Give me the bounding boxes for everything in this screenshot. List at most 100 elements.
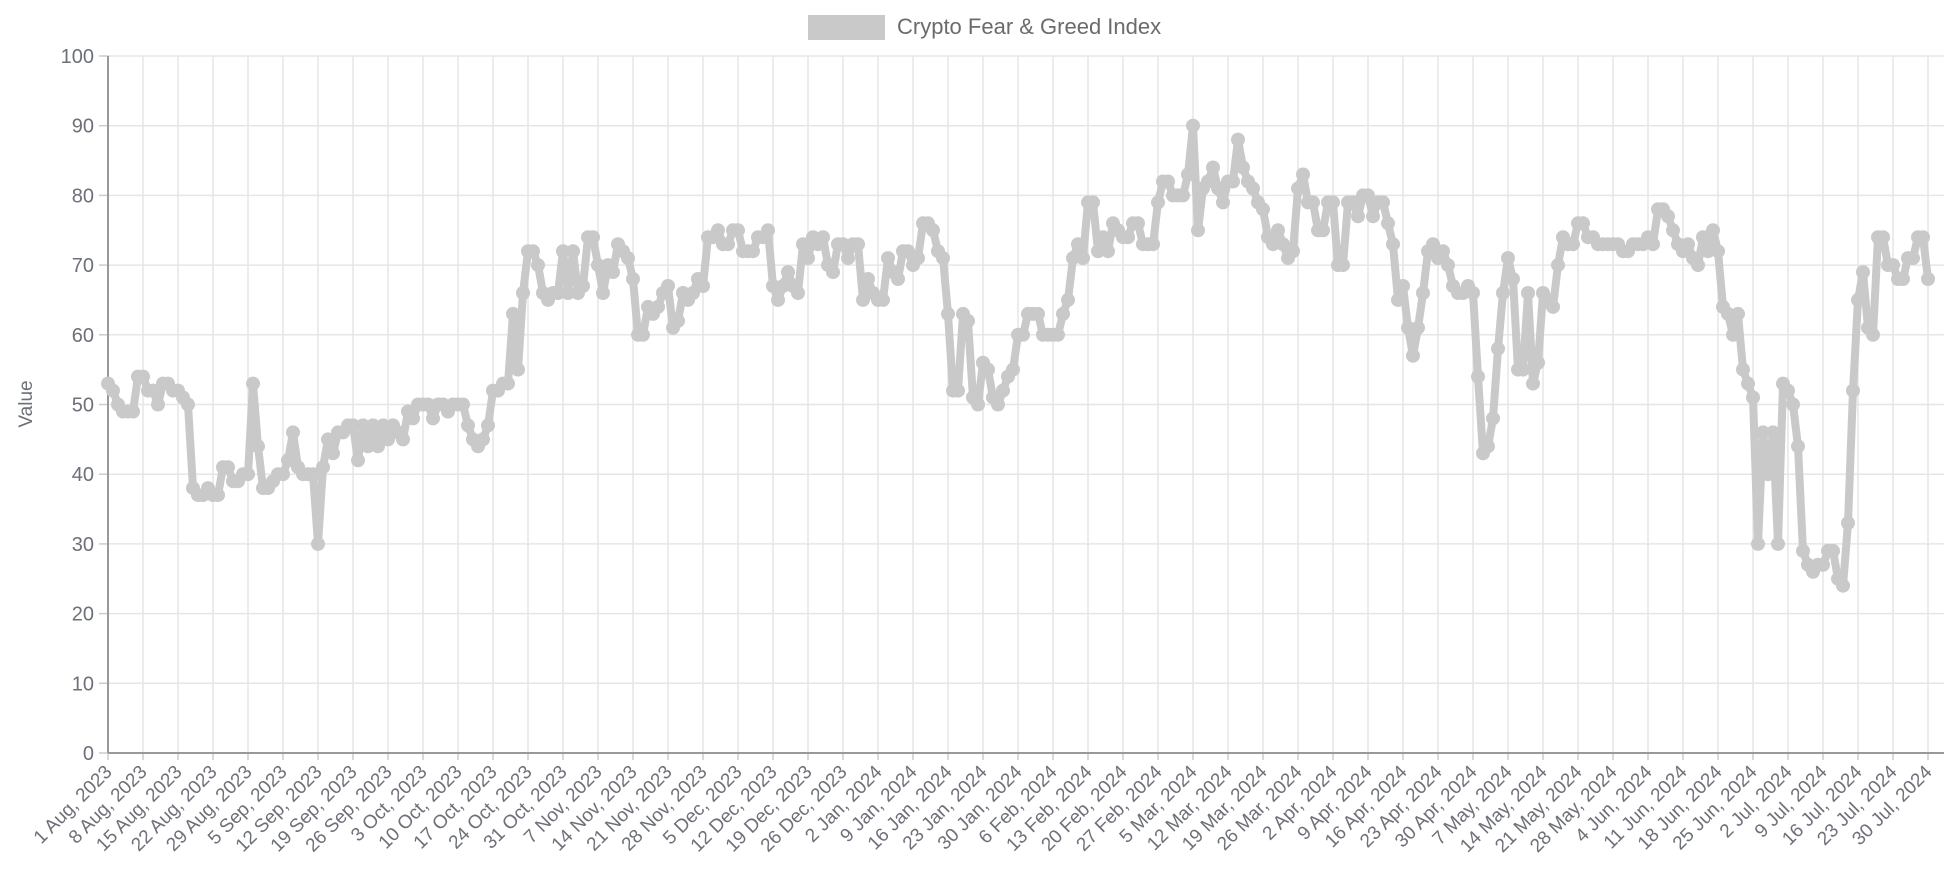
data-point-marker: [781, 265, 795, 280]
data-point-marker: [776, 279, 790, 293]
data-point-marker: [151, 397, 165, 412]
data-point-marker: [351, 453, 365, 468]
data-point-marker: [1921, 272, 1935, 286]
data-point-marker: [426, 411, 440, 426]
data-point-marker: [1266, 237, 1280, 252]
data-point-marker: [1191, 223, 1205, 238]
data-point-marker: [1531, 355, 1545, 370]
data-point-marker: [1851, 292, 1865, 307]
data-point-marker: [381, 432, 395, 447]
data-point-marker: [621, 251, 635, 266]
data-point-marker: [961, 313, 975, 328]
data-point-marker: [1696, 230, 1710, 245]
data-point-marker: [1271, 223, 1285, 238]
data-point-marker: [1526, 376, 1540, 391]
data-point-marker: [1666, 223, 1680, 238]
data-point-marker: [861, 272, 875, 286]
data-point-marker: [1741, 376, 1755, 391]
data-point-marker: [991, 397, 1005, 412]
data-point-marker: [461, 418, 475, 433]
data-point-marker: [241, 467, 255, 482]
data-point-marker: [1796, 543, 1810, 558]
data-point-marker: [796, 237, 810, 252]
data-point-marker: [1246, 181, 1260, 196]
data-point-marker: [1781, 383, 1795, 398]
data-point-marker: [1236, 160, 1250, 175]
data-point-marker: [1161, 174, 1175, 189]
data-point-marker: [456, 397, 470, 412]
data-point-marker: [1291, 181, 1305, 196]
data-point-marker: [1906, 251, 1920, 266]
data-point-marker: [1471, 369, 1485, 384]
data-point-marker: [1706, 223, 1720, 238]
data-point-marker: [371, 439, 385, 454]
data-point-marker: [1546, 299, 1560, 314]
data-point-marker: [1031, 306, 1045, 321]
data-point-marker: [421, 397, 435, 412]
data-point-marker: [356, 418, 370, 433]
data-point-marker: [1211, 181, 1225, 196]
data-point-marker: [1151, 195, 1165, 210]
data-point-marker: [1131, 216, 1145, 231]
data-point-marker: [1746, 390, 1760, 405]
data-point-marker: [1181, 167, 1195, 182]
data-point-marker: [1846, 383, 1860, 398]
data-point-marker: [826, 265, 840, 280]
data-point-marker: [1681, 237, 1695, 252]
data-point-marker: [686, 286, 700, 300]
data-point-marker: [1351, 209, 1365, 224]
data-point-marker: [1406, 348, 1420, 363]
data-point-marker: [1661, 209, 1675, 224]
data-point-marker: [1436, 244, 1450, 259]
data-point-marker: [516, 286, 530, 300]
data-point-marker: [1226, 174, 1240, 189]
data-point-marker: [106, 383, 120, 398]
data-point-marker: [326, 446, 340, 461]
data-point-marker: [841, 251, 855, 266]
data-point-marker: [696, 279, 710, 293]
data-point-marker: [1481, 439, 1495, 454]
data-point-marker: [671, 313, 685, 328]
data-point-marker: [576, 279, 590, 293]
data-point-marker: [321, 432, 335, 447]
y-axis-tick-label: 40: [72, 464, 94, 486]
data-point-marker: [481, 418, 495, 433]
data-point-marker: [981, 362, 995, 377]
data-point-marker: [1646, 237, 1660, 252]
data-point-marker: [1286, 244, 1300, 259]
y-axis-tick-label: 100: [61, 46, 94, 68]
data-point-marker: [626, 272, 640, 286]
data-point-marker: [1076, 251, 1090, 266]
data-point-marker: [651, 299, 665, 314]
data-point-marker: [1306, 195, 1320, 210]
data-point-marker: [951, 383, 965, 398]
data-point-marker: [1296, 167, 1310, 182]
data-point-marker: [1386, 237, 1400, 252]
data-point-marker: [1711, 244, 1725, 259]
data-point-marker: [181, 397, 195, 412]
data-point-marker: [251, 439, 265, 454]
data-point-marker: [1216, 195, 1230, 210]
data-point-marker: [1381, 216, 1395, 231]
legend-item-crypto-fear-greed-index[interactable]: Crypto Fear & Greed Index: [808, 13, 1161, 41]
data-point-marker: [926, 223, 940, 238]
data-point-marker: [1551, 258, 1565, 273]
data-point-marker: [1426, 237, 1440, 252]
data-point-marker: [566, 244, 580, 259]
data-point-marker: [636, 327, 650, 342]
data-point-marker: [476, 432, 490, 447]
data-point-marker: [1201, 174, 1215, 189]
data-point-marker: [801, 251, 815, 266]
data-point-marker: [361, 439, 375, 454]
data-point-marker: [136, 369, 150, 384]
y-axis-tick-label: 60: [72, 325, 94, 347]
data-point-marker: [1761, 467, 1775, 482]
data-point-marker: [766, 279, 780, 293]
data-point-marker: [1876, 230, 1890, 245]
data-point-marker: [1506, 272, 1520, 286]
data-point-marker: [1841, 516, 1855, 530]
data-point-marker: [1756, 425, 1770, 440]
data-point-marker: [1866, 327, 1880, 342]
